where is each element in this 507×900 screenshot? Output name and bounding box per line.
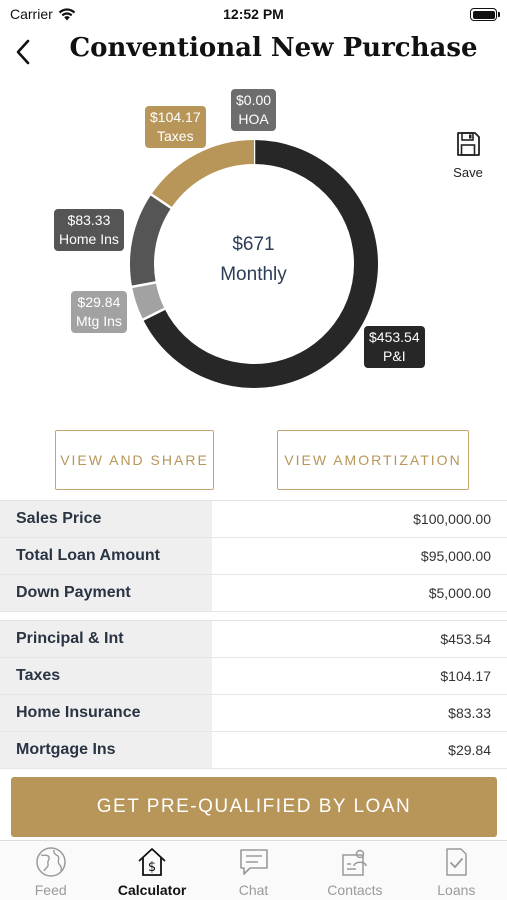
chip-pi-name: P&I	[383, 348, 406, 364]
tab-loans[interactable]: Loans	[406, 841, 507, 900]
chip-hoa-amount: $0.00	[236, 92, 272, 108]
payment-details-table: Principal & Int $453.54 Taxes $104.17 Ho…	[0, 620, 507, 769]
view-and-share-button[interactable]: VIEW AND SHARE	[55, 430, 214, 490]
row-value: $83.33	[448, 705, 491, 721]
chip-pi: $453.54 P&I	[364, 326, 425, 368]
row-label: Total Loan Amount	[0, 538, 212, 574]
loans-document-icon	[439, 845, 473, 879]
loan-details-table: Sales Price $100,000.00 Total Loan Amoun…	[0, 500, 507, 612]
chip-taxes: $104.17 Taxes	[145, 106, 206, 148]
chip-home-ins: $83.33 Home Ins	[54, 209, 124, 251]
save-icon	[457, 132, 480, 156]
table-row: Down Payment $5,000.00	[0, 575, 507, 612]
save-label: Save	[453, 165, 483, 180]
carrier-info: Carrier	[10, 6, 76, 22]
chip-hoa: $0.00 HOA	[231, 89, 277, 131]
battery-icon	[470, 8, 500, 21]
tab-label: Calculator	[117, 882, 187, 898]
chip-home-ins-amount: $83.33	[67, 212, 111, 228]
table-row: Taxes $104.17	[0, 658, 507, 695]
save-button[interactable]: Save	[448, 131, 488, 180]
tab-label: Feed	[34, 882, 67, 898]
chip-home-ins-name: Home Ins	[59, 231, 119, 247]
chip-taxes-name: Taxes	[157, 128, 194, 144]
chat-icon	[237, 845, 271, 879]
slice-separator	[141, 307, 167, 322]
table-row: Principal & Int $453.54	[0, 621, 507, 658]
row-value: $453.54	[440, 631, 491, 647]
row-value: $5,000.00	[428, 585, 491, 601]
status-time: 12:52 PM	[223, 6, 284, 22]
view-amortization-button[interactable]: VIEW AMORTIZATION	[277, 430, 469, 490]
payment-breakdown-chart: $671 Monthly $104.17 Taxes $0.00 HOA $83…	[0, 80, 507, 420]
table-row: Sales Price $100,000.00	[0, 501, 507, 538]
row-value: $100,000.00	[413, 511, 491, 527]
chevron-left-icon	[16, 39, 30, 65]
tab-contacts[interactable]: Contacts	[304, 841, 405, 900]
chip-mtg-ins-name: Mtg Ins	[76, 313, 122, 329]
tab-label: Chat	[238, 882, 269, 898]
tab-label: Contacts	[327, 882, 383, 898]
slice-separator	[149, 192, 173, 210]
chip-mtg-ins-amount: $29.84	[77, 294, 121, 310]
donut-slice-pi	[143, 140, 378, 388]
row-label: Home Insurance	[0, 695, 212, 731]
slice-separator	[130, 281, 157, 289]
donut-chart	[130, 139, 378, 388]
tab-feed[interactable]: Feed	[0, 841, 101, 900]
donut-slice-taxes	[151, 140, 255, 209]
chip-mtg-ins: $29.84 Mtg Ins	[71, 291, 127, 333]
carrier-label: Carrier	[10, 6, 53, 22]
row-value: $104.17	[440, 668, 491, 684]
row-value: $29.84	[448, 742, 491, 758]
row-value: $95,000.00	[420, 548, 491, 564]
chip-pi-amount: $453.54	[369, 329, 420, 345]
tab-chat[interactable]: Chat	[203, 841, 304, 900]
page-title: Conventional New Purchase	[69, 33, 478, 63]
back-button[interactable]	[8, 34, 38, 70]
contacts-icon	[338, 845, 372, 879]
chip-hoa-name: HOA	[238, 111, 269, 127]
row-label: Sales Price	[0, 501, 212, 537]
monthly-amount: $671	[232, 234, 275, 255]
wifi-icon	[58, 7, 75, 20]
row-label: Mortgage Ins	[0, 732, 212, 768]
monthly-label: Monthly	[220, 264, 287, 285]
calculator-house-icon: $	[135, 845, 169, 879]
donut-slice-mtgins	[132, 282, 165, 320]
tab-calculator[interactable]: $ Calculator	[101, 841, 202, 900]
tab-label: Loans	[437, 882, 476, 898]
row-label: Down Payment	[0, 575, 212, 611]
row-label: Taxes	[0, 658, 212, 694]
tab-bar: Feed $ Calculator Chat	[0, 840, 507, 900]
table-row: Total Loan Amount $95,000.00	[0, 538, 507, 575]
status-bar: Carrier 12:52 PM	[0, 0, 507, 28]
table-row: Mortgage Ins $29.84	[0, 732, 507, 769]
svg-text:$: $	[148, 860, 156, 875]
chip-taxes-amount: $104.17	[150, 109, 201, 125]
globe-icon	[34, 845, 68, 879]
nav-bar: Conventional New Purchase	[0, 28, 507, 76]
row-label: Principal & Int	[0, 621, 212, 657]
donut-slice-homeins	[130, 194, 172, 287]
get-pre-qualified-button[interactable]: GET PRE-QUALIFIED BY LOAN	[11, 777, 497, 837]
table-row: Home Insurance $83.33	[0, 695, 507, 732]
